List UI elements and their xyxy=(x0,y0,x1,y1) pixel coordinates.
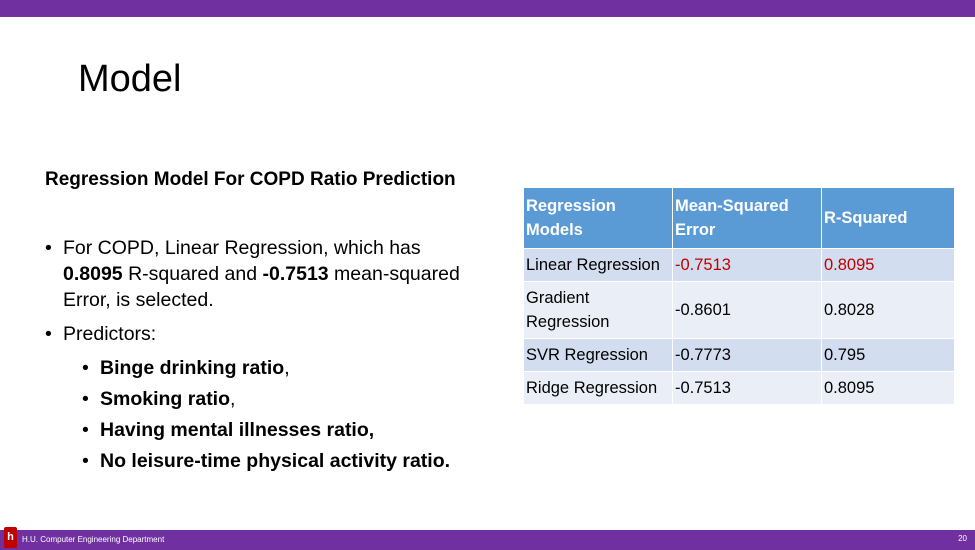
model-name-cell: Gradient Regression xyxy=(523,281,673,339)
predictor-item: No leisure-time physical activity ratio. xyxy=(82,448,485,474)
mse-cell: -0.7773 xyxy=(672,338,822,372)
r-squared-cell: 0.795 xyxy=(821,338,955,372)
footer-department: H.U. Computer Engineering Department xyxy=(22,535,165,544)
table-row: Gradient Regression -0.8601 0.8028 xyxy=(523,281,955,339)
mse-cell: -0.7513 xyxy=(672,371,822,405)
bullet-text: mean-squared Error, is selected. xyxy=(63,263,460,311)
mse-cell: -0.7513 xyxy=(672,248,822,282)
bullet-text: Predictors: xyxy=(63,323,157,345)
bullet-selection-summary: For COPD, Linear Regression, which has 0… xyxy=(45,235,485,313)
table-row: SVR Regression -0.7773 0.795 xyxy=(523,338,955,372)
bullet-text: For COPD, Linear Regression, which has xyxy=(63,237,421,259)
predictor-item: Binge drinking ratio, xyxy=(82,355,485,381)
table-header-row: Regression Models Mean-Squared Error R-S… xyxy=(523,187,955,249)
model-name-cell: SVR Regression xyxy=(523,338,673,372)
bullet-list: For COPD, Linear Regression, which has 0… xyxy=(45,235,485,479)
bullet-predictors: Predictors: xyxy=(45,321,485,347)
r-squared-cell: 0.8095 xyxy=(821,371,955,405)
r-squared-cell: 0.8028 xyxy=(821,281,955,339)
r-squared-cell: 0.8095 xyxy=(821,248,955,282)
top-accent-bar xyxy=(0,0,975,17)
slide-title: Model xyxy=(78,58,182,100)
predictor-item: Smoking ratio, xyxy=(82,386,485,412)
mse-value: -0.7513 xyxy=(262,263,329,285)
header-r-squared: R-Squared xyxy=(821,187,955,249)
slide-subtitle: Regression Model For COPD Ratio Predicti… xyxy=(45,169,456,190)
table-row: Linear Regression -0.7513 0.8095 xyxy=(523,248,955,282)
header-mean-squared-error: Mean-Squared Error xyxy=(672,187,822,249)
predictor-list: Binge drinking ratio, Smoking ratio, Hav… xyxy=(45,355,485,474)
r-squared-value: 0.8095 xyxy=(63,263,123,285)
bullet-text: R-squared and xyxy=(122,263,263,285)
header-regression-models: Regression Models xyxy=(523,187,673,249)
university-logo-icon: h xyxy=(4,527,17,548)
mse-cell: -0.8601 xyxy=(672,281,822,339)
model-name-cell: Ridge Regression xyxy=(523,371,673,405)
footer-bar xyxy=(0,530,975,550)
table-row: Ridge Regression -0.7513 0.8095 xyxy=(523,371,955,405)
results-table: Regression Models Mean-Squared Error R-S… xyxy=(523,187,955,405)
predictor-item: Having mental illnesses ratio, xyxy=(82,417,485,443)
model-name-cell: Linear Regression xyxy=(523,248,673,282)
page-number: 20 xyxy=(958,534,967,543)
